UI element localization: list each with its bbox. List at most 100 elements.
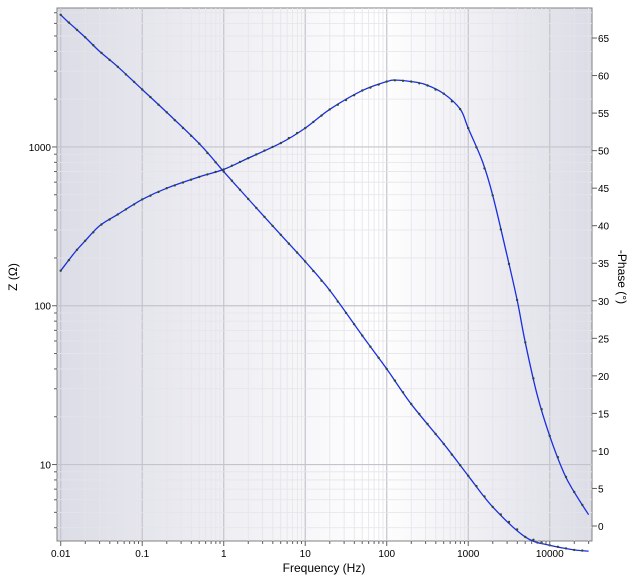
phase-point (312, 120, 315, 124)
phase-point (320, 114, 323, 117)
phase-point (141, 198, 144, 201)
y-right-tick-label: 60 (598, 72, 610, 83)
y-left-tick-label: 10 (40, 461, 52, 472)
phase-point (132, 203, 136, 206)
impedance-point (393, 379, 397, 382)
impedance-point (100, 51, 103, 55)
impedance-point (328, 289, 331, 292)
phase-point (59, 269, 62, 272)
impedance-point (475, 484, 478, 488)
phase-point (116, 213, 120, 216)
impedance-point (410, 402, 413, 406)
impedance-point (116, 65, 120, 69)
phase-point (564, 475, 568, 479)
phase-point (573, 490, 576, 494)
phase-point (467, 126, 470, 130)
phase-point (124, 208, 128, 211)
phase-point (149, 194, 152, 197)
impedance-point (295, 251, 299, 254)
phase-point (328, 108, 331, 111)
impedance-point (149, 95, 152, 99)
impedance-point (198, 142, 201, 145)
impedance-point (515, 528, 519, 531)
impedance-point (312, 269, 315, 273)
impedance-point (75, 28, 79, 32)
phase-point (352, 94, 356, 97)
x-tick-label: 1000 (457, 549, 480, 560)
impedance-point (418, 412, 421, 416)
x-tick-label: 100 (378, 549, 395, 560)
impedance-point (263, 215, 266, 219)
impedance-point (214, 161, 217, 164)
phase-point (165, 187, 168, 190)
impedance-point (361, 334, 364, 337)
y-right-tick-label: 15 (598, 409, 610, 420)
x-axis-label: Frequency (Hz) (283, 561, 366, 575)
impedance-point (287, 242, 291, 245)
impedance-point (581, 549, 584, 552)
phase-point (491, 194, 494, 197)
phase-point (548, 434, 551, 438)
phase-point (108, 218, 111, 221)
impedance-point (491, 505, 494, 509)
phase-point (230, 164, 234, 167)
impedance-point (238, 188, 242, 191)
impedance-point (279, 233, 282, 236)
impedance-point (173, 119, 176, 122)
phase-point (369, 86, 372, 89)
impedance-point (385, 367, 388, 371)
impedance-point (564, 547, 568, 550)
phase-point (75, 248, 79, 251)
phase-point (92, 231, 95, 234)
impedance-point (84, 36, 87, 39)
phase-point (271, 145, 274, 149)
series-layer (59, 13, 590, 552)
phase-point (499, 228, 502, 231)
phase-point (475, 146, 478, 149)
phase-point (263, 149, 266, 152)
phase-point (206, 173, 209, 176)
impedance-point (189, 134, 193, 137)
impedance-point (573, 548, 576, 552)
phase-point (385, 80, 388, 83)
impedance-line (60, 14, 589, 552)
y-right-tick-label: 25 (598, 334, 610, 345)
y-axis-label-left: Z (Ω) (6, 263, 20, 291)
impedance-point (426, 422, 429, 426)
impedance-point (222, 170, 225, 173)
impedance-point (458, 464, 462, 467)
phase-point (434, 88, 437, 91)
phase-point (515, 298, 519, 302)
y-right-tick-label: 35 (598, 259, 610, 270)
phase-point (100, 223, 103, 226)
impedance-point (369, 345, 372, 348)
phase-point (181, 181, 185, 184)
impedance-point (67, 21, 71, 24)
impedance-point (352, 323, 356, 326)
phase-point (458, 107, 462, 111)
phase-point (483, 167, 486, 170)
y-right-tick-label: 30 (598, 297, 610, 308)
phase-point (255, 153, 258, 156)
impedance-point (499, 513, 502, 516)
impedance-point (92, 44, 95, 47)
phase-point (393, 79, 397, 82)
impedance-point (401, 391, 405, 394)
phase-point (173, 184, 176, 187)
phase-point (344, 98, 348, 102)
y-axis-label-right: -Phase (°) (615, 250, 629, 304)
phase-point (67, 258, 71, 262)
impedance-point (132, 80, 136, 84)
phase-point (214, 170, 217, 174)
y-right-tick-label: 50 (598, 147, 610, 158)
x-tick-label: 10 (300, 549, 312, 560)
phase-point (524, 341, 527, 344)
phase-point (361, 89, 364, 92)
impedance-point (304, 260, 307, 263)
phase-point (377, 83, 380, 86)
y-right-tick-label: 20 (598, 372, 610, 383)
axes: 0.01 0.1 1 10 100 1000 10000101001000051015202… (29, 12, 610, 560)
phase-point (247, 157, 250, 160)
phase-point (336, 103, 339, 106)
impedance-point (450, 453, 454, 456)
